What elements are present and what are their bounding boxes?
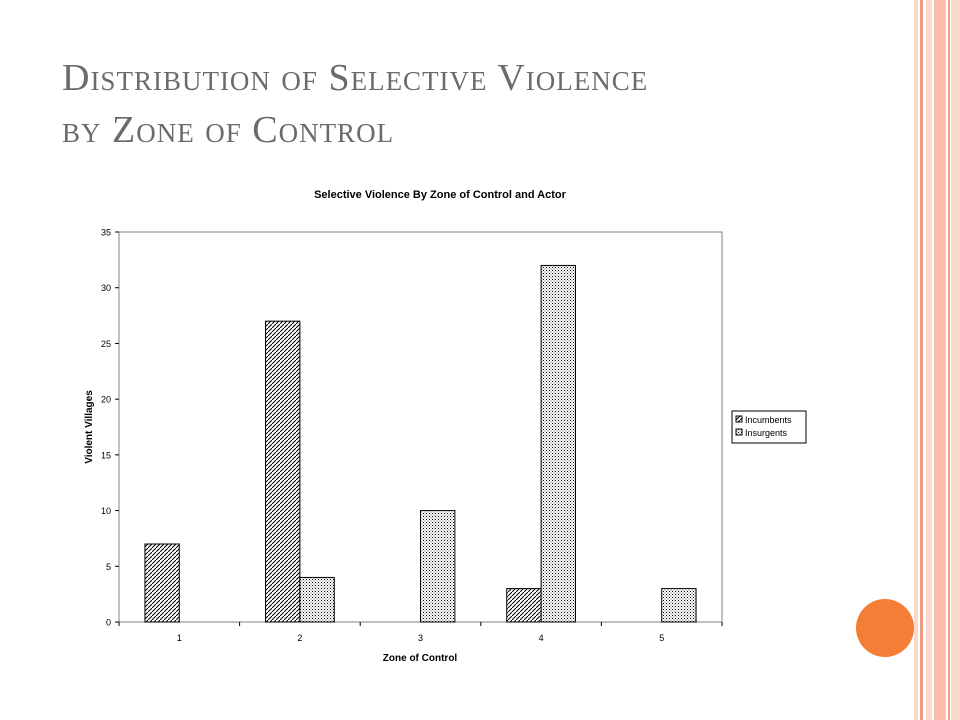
side-bar-mid [934,0,946,720]
x-tick-label: 2 [297,633,302,643]
bars [144,264,697,623]
bar-incumbents-1 [144,543,180,623]
y-tick-label: 25 [101,339,111,349]
x-tick-label: 5 [659,633,664,643]
bar-incumbents-2 [265,320,301,623]
legend-label-incumbents: Incumbents [745,415,792,425]
slide-title-line-2: by Zone of Control [62,109,395,151]
legend-box [731,410,807,444]
bar-insurgents-3 [420,510,456,623]
side-bar-light [926,0,932,720]
accent-dot [856,599,914,657]
x-axis: 1 2 3 4 5 [118,622,723,643]
y-tick-label: 5 [106,562,111,572]
legend-label-insurgents: Insurgents [745,428,788,438]
x-tick-label: 3 [418,633,423,643]
y-tick-label: 15 [101,450,111,460]
y-axis: 0 5 10 15 20 25 30 35 [101,228,119,628]
x-axis-label: Zone of Control [383,653,458,664]
y-axis-label: Violent Villages [84,390,95,464]
side-bar-line [920,0,923,720]
bar-insurgents-5 [661,588,697,623]
bar-insurgents-4 [540,264,576,623]
y-tick-label: 30 [101,283,111,293]
legend-swatch-incumbents [735,415,743,423]
x-tick-label: 4 [539,633,544,643]
decorative-side-bars [914,0,960,720]
slide-title: Distribution of Selective Violence by Zo… [62,52,882,156]
y-tick-label: 10 [101,506,111,516]
legend-swatch-insurgents [735,428,743,436]
chart-title: Selective Violence By Zone of Control an… [314,189,567,201]
legend: Incumbents Insurgents [731,410,807,444]
side-bar-line [948,0,950,720]
slide-title-line-1: Distribution of Selective Violence [62,57,649,99]
y-tick-label: 20 [101,395,111,405]
side-bar-light [951,0,960,720]
y-tick-label: 0 [106,618,111,628]
x-tick-label: 1 [177,633,182,643]
bar-insurgents-2 [299,576,335,623]
y-tick-label: 35 [101,228,111,238]
side-bar-light [914,0,918,720]
bar-incumbents-4 [506,588,542,623]
